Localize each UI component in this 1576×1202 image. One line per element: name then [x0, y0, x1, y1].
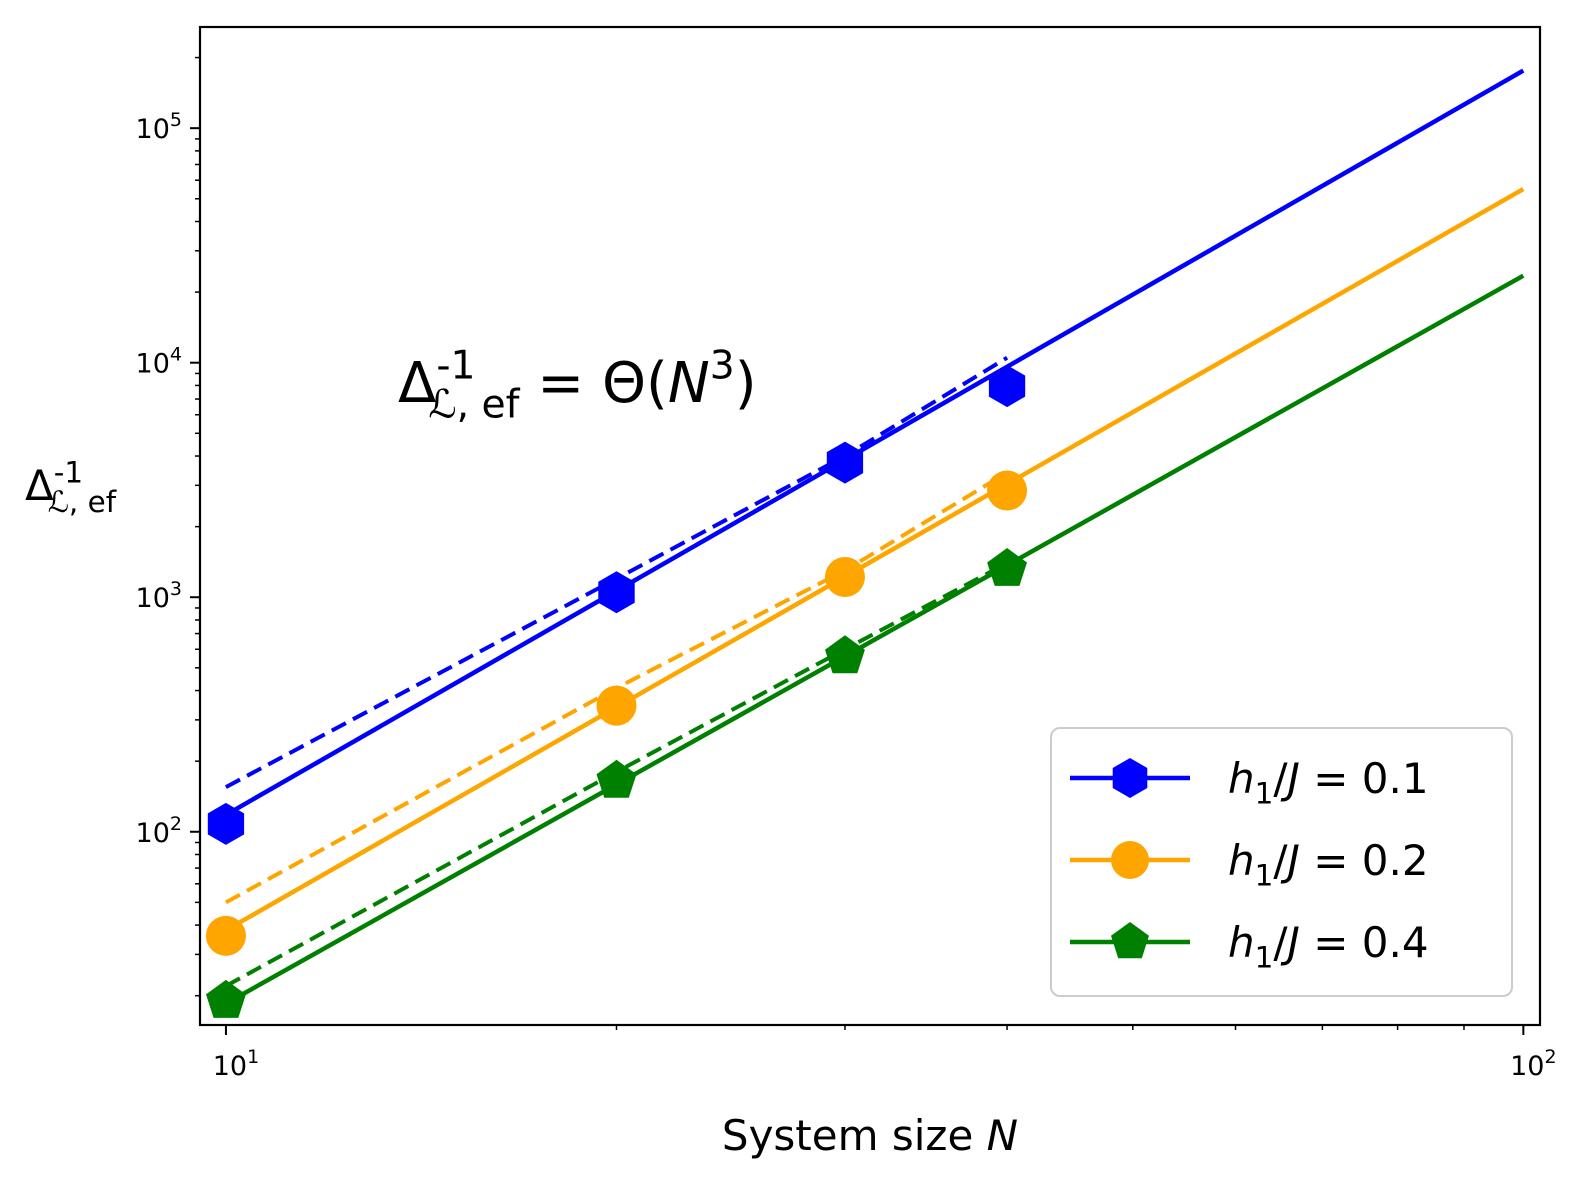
legend-label-0: h1/J = 0.1	[1228, 754, 1429, 811]
legend-entry-2: h1/J = 0.4	[1070, 918, 1429, 975]
legend: h1/J = 0.1 h1/J = 0.2 h1/J = 0.4	[1050, 727, 1513, 997]
tick-label-y-100000: 105	[136, 109, 182, 145]
series-0	[207, 68, 1525, 845]
series-2-solid-fit	[224, 273, 1525, 1006]
tick-label-y-1000: 103	[136, 578, 182, 614]
axis-ticks: 101 102 102 103 104 105	[136, 56, 1557, 1082]
series-0-solid-fit	[224, 68, 1525, 817]
series-1-point-1	[596, 685, 637, 726]
series-0-point-1	[598, 571, 635, 614]
series-2-point-3	[987, 548, 1027, 586]
tick-label-x-10: 101	[213, 1046, 259, 1082]
legend-entry-0: h1/J = 0.1	[1070, 754, 1429, 811]
series-0-point-3	[988, 365, 1026, 408]
legend-marker-2	[1111, 922, 1149, 959]
tick-label-y-10000: 104	[136, 344, 182, 380]
series-1-solid-fit	[224, 187, 1525, 933]
series-1-point-2	[824, 556, 865, 597]
plot-area	[205, 68, 1525, 1018]
series-1-point-0	[205, 915, 246, 956]
series-0-dashed-fit	[224, 355, 1009, 789]
series-2-dashed-fit	[224, 561, 1009, 988]
x-axis-label: System size N	[722, 1111, 1018, 1160]
series-1-dashed-fit	[224, 470, 1009, 905]
series-2-point-0	[206, 979, 246, 1018]
y-axis-label: Δ-1ℒ, ef​	[25, 455, 117, 518]
tick-label-y-100: 102	[136, 813, 182, 849]
tick-label-x-100: 102	[1510, 1046, 1556, 1082]
series-0-point-0	[207, 802, 245, 845]
series-2	[206, 273, 1525, 1018]
legend-box	[1050, 727, 1513, 997]
legend-entry-1: h1/J = 0.2	[1070, 836, 1429, 893]
legend-label-2: h1/J = 0.4	[1228, 918, 1429, 975]
series-2-point-1	[596, 759, 637, 798]
legend-marker-0	[1112, 758, 1148, 798]
series-1-point-3	[987, 470, 1028, 511]
series-1	[205, 187, 1525, 956]
series-2-point-2	[825, 635, 865, 674]
legend-marker-1	[1111, 841, 1149, 879]
legend-label-1: h1/J = 0.2	[1228, 836, 1429, 893]
scaling-annotation: Δ-1 ℒ, ef = Θ(N3)	[398, 343, 757, 427]
series-0-point-2	[826, 441, 864, 484]
